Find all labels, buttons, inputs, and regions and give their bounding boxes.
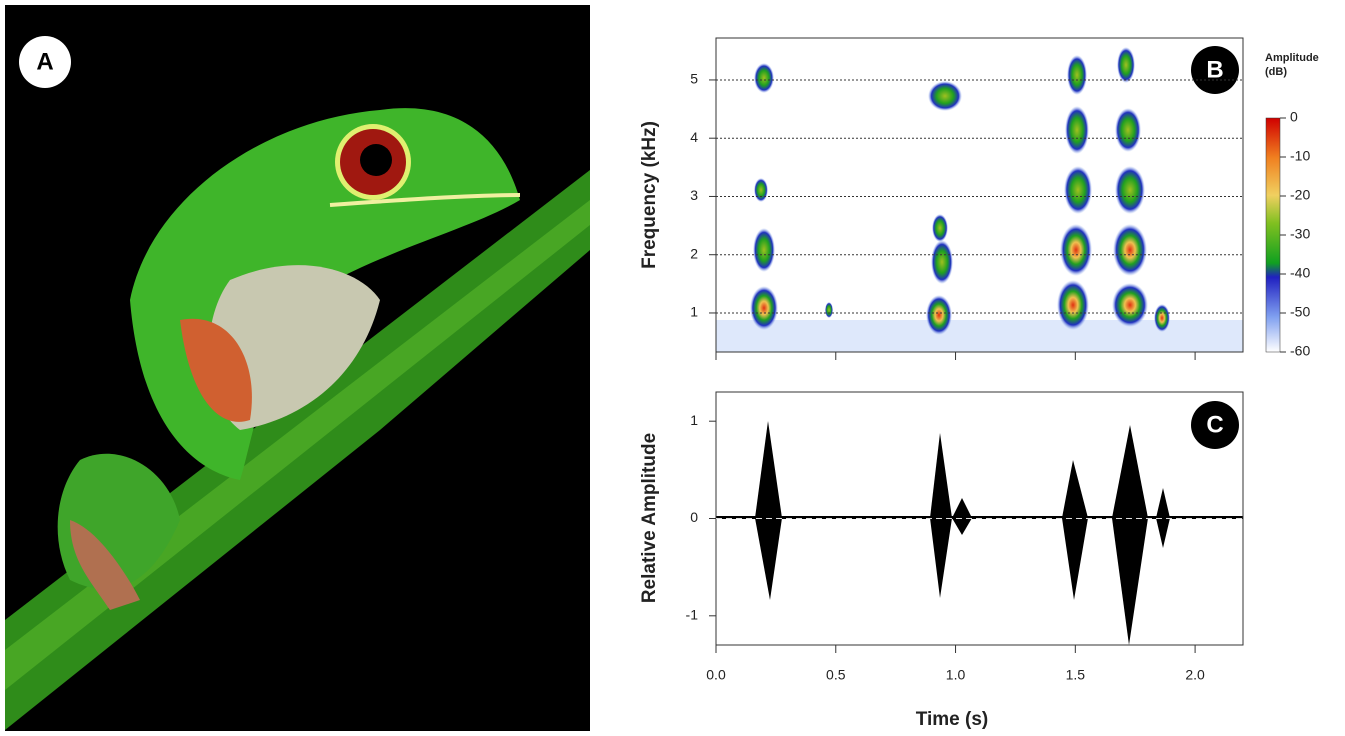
- panel-badge: [1191, 401, 1239, 449]
- panel-label: C: [1206, 411, 1223, 438]
- colorbar-tick-label: -40: [1290, 265, 1310, 281]
- panel-label: B: [1206, 56, 1223, 83]
- y-tick-label: 1: [690, 304, 698, 320]
- y-tick-label: 1: [690, 412, 698, 428]
- panel-label: A: [36, 48, 53, 75]
- colorbar-tick-label: -30: [1290, 226, 1310, 242]
- colorbar: [1265, 117, 1281, 353]
- y-tick-label: 5: [690, 71, 698, 87]
- colorbar-title: (dB): [1265, 66, 1287, 78]
- waveform-trace: [716, 421, 1243, 645]
- panel-badge: [1191, 46, 1239, 94]
- y-axis-label: Relative Amplitude: [639, 433, 660, 603]
- spectrogram-frame: [715, 37, 1244, 353]
- x-tick-label: 0.5: [826, 667, 846, 683]
- y-tick-label: 3: [690, 187, 698, 203]
- y-tick-label: -1: [686, 607, 699, 623]
- y-tick-label: 2: [690, 245, 698, 261]
- y-tick-label: 4: [690, 129, 698, 145]
- colorbar-tick-label: -10: [1290, 148, 1310, 164]
- x-tick-label: 2.0: [1185, 667, 1205, 683]
- frog-photo: [5, 5, 590, 731]
- y-tick-label: 0: [690, 509, 698, 525]
- colorbar-tick-label: -20: [1290, 187, 1310, 203]
- colorbar-tick-label: -50: [1290, 304, 1310, 320]
- panel-badge: [19, 36, 71, 88]
- y-axis-label: Frequency (kHz): [639, 121, 660, 269]
- colorbar-title: Amplitude: [1265, 52, 1319, 64]
- x-axis-label: Time (s): [916, 709, 989, 730]
- x-tick-label: 0.0: [706, 667, 726, 683]
- colorbar-tick-label: 0: [1290, 109, 1298, 125]
- x-tick-label: 1.5: [1066, 667, 1086, 683]
- x-tick-label: 1.0: [946, 667, 966, 683]
- spectrogram-image: [716, 47, 1243, 352]
- colorbar-tick-label: -60: [1290, 343, 1310, 359]
